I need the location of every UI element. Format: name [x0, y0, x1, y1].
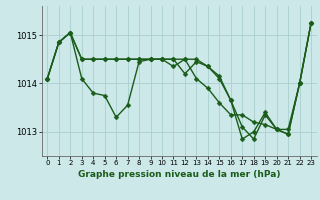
X-axis label: Graphe pression niveau de la mer (hPa): Graphe pression niveau de la mer (hPa) — [78, 170, 280, 179]
